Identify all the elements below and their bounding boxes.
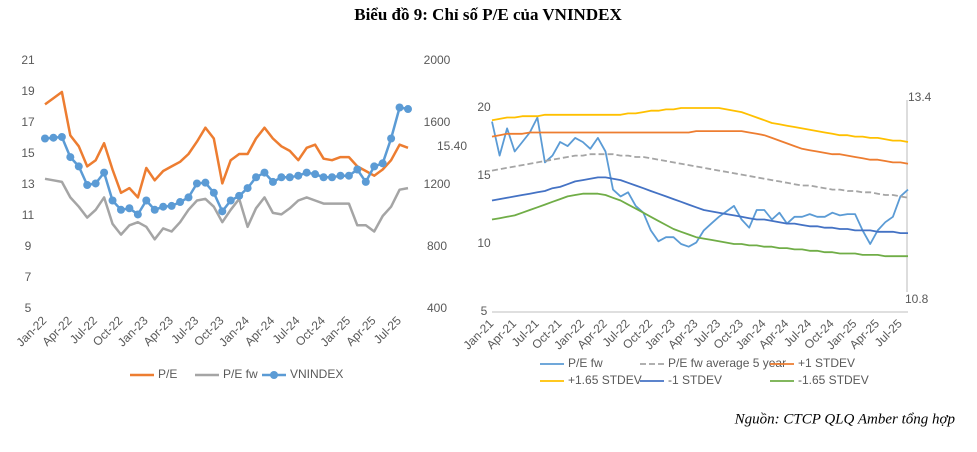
series-line: [491, 192, 908, 258]
point: [184, 193, 193, 202]
x-tick-label: Apr-24: [242, 313, 278, 349]
point: [252, 173, 261, 182]
series-line: [44, 90, 409, 199]
x-tick-label: Jul-25: [371, 313, 404, 346]
legend-label: P/E: [158, 367, 177, 381]
point: [387, 134, 396, 143]
legend-label: +1 STDEV: [798, 356, 855, 370]
y2-tick-label: 1200: [424, 177, 451, 191]
legend-label: P/E fw: [568, 356, 603, 370]
y-tick-label: 15: [477, 168, 491, 182]
y-tick-label: 7: [25, 270, 32, 284]
point: [378, 159, 387, 168]
point: [150, 205, 159, 214]
y-tick-label: 5: [25, 301, 32, 315]
y-tick-label: 9: [25, 239, 32, 253]
point: [243, 184, 252, 193]
point: [209, 188, 218, 197]
legend-label: +1.65 STDEV: [568, 373, 642, 387]
y2-tick-label: 1600: [424, 115, 451, 129]
point: [159, 202, 168, 211]
point: [83, 181, 92, 189]
legend-label: P/E fw: [223, 367, 258, 381]
legend-label: VNINDEX: [290, 367, 343, 381]
x-tick-label: Apr-25: [343, 313, 379, 349]
point: [49, 133, 58, 142]
y-tick-label: 19: [21, 84, 35, 98]
point: [74, 162, 83, 171]
legend-label: P/E fw average 5 year: [668, 356, 786, 370]
point: [260, 168, 269, 177]
series-line: [491, 130, 909, 165]
point: [66, 153, 75, 162]
point: [142, 196, 151, 205]
legend-marker: [270, 371, 278, 379]
point: [41, 134, 49, 143]
series-line: [491, 116, 909, 248]
point: [404, 105, 412, 114]
x-tick-label: Apr-23: [141, 313, 177, 349]
point: [133, 210, 142, 219]
point: [116, 205, 125, 214]
point: [226, 196, 235, 205]
point: [235, 191, 244, 200]
point: [277, 173, 286, 182]
series-line: [44, 177, 409, 241]
source: Nguồn: CTCP QLQ Amber tổng hợp: [734, 411, 956, 427]
point: [370, 162, 379, 171]
annotation: 15.40: [437, 139, 467, 153]
y2-tick-label: 2000: [424, 53, 451, 67]
series-line: [491, 176, 908, 234]
point: [361, 177, 370, 186]
legend-label: -1.65 STDEV: [798, 373, 869, 387]
annotation: 10.8: [905, 292, 929, 306]
point: [167, 201, 176, 210]
point: [176, 198, 185, 207]
point: [302, 168, 311, 177]
point: [192, 179, 201, 188]
series-line: [491, 107, 909, 143]
y-tick-label: 21: [21, 53, 35, 67]
point: [108, 196, 117, 205]
y-tick-label: 11: [22, 208, 35, 222]
y-tick-label: 15: [21, 146, 35, 160]
point: [336, 171, 345, 180]
series-line: [491, 153, 909, 199]
annotation: 13.4: [908, 90, 932, 104]
y2-tick-label: 400: [427, 301, 447, 315]
y-tick-label: 5: [481, 304, 488, 318]
point: [319, 173, 328, 182]
point: [57, 132, 66, 141]
point: [311, 170, 320, 179]
point: [125, 204, 134, 213]
y2-tick-label: 800: [427, 239, 447, 253]
point: [328, 173, 337, 182]
point: [91, 179, 100, 188]
y-tick-label: 20: [477, 100, 491, 114]
y-tick-label: 13: [21, 177, 35, 191]
point: [268, 177, 277, 186]
y-tick-label: 17: [21, 115, 35, 129]
point: [285, 173, 294, 182]
point: [100, 168, 109, 177]
point: [201, 178, 210, 187]
page-title: Biểu đồ 9: Chỉ số P/E của VNINDEX: [354, 5, 622, 24]
y-tick-label: 10: [477, 236, 491, 250]
point: [344, 171, 353, 180]
point: [218, 207, 227, 216]
point: [353, 165, 362, 174]
x-tick-label: Apr-22: [39, 313, 75, 349]
point: [294, 171, 303, 180]
point: [395, 103, 404, 112]
legend-label: -1 STDEV: [668, 373, 722, 387]
